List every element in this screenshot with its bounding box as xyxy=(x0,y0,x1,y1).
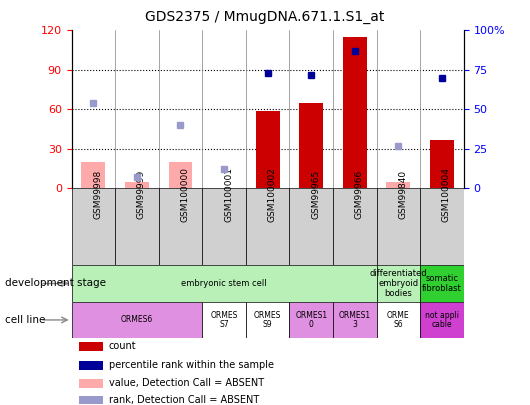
Bar xyxy=(169,162,192,188)
Bar xyxy=(377,302,420,338)
Bar xyxy=(72,302,202,338)
Text: GSM99998: GSM99998 xyxy=(93,170,102,219)
Text: GSM100001: GSM100001 xyxy=(224,167,233,222)
Text: differentiated
embryoid
bodies: differentiated embryoid bodies xyxy=(369,269,427,298)
Bar xyxy=(289,302,333,338)
Text: cell line: cell line xyxy=(5,315,46,325)
Text: ORMES
S9: ORMES S9 xyxy=(254,311,281,329)
Text: percentile rank within the sample: percentile rank within the sample xyxy=(109,360,274,370)
Bar xyxy=(333,188,377,265)
Bar xyxy=(202,302,246,338)
Text: ORMES6: ORMES6 xyxy=(121,315,153,324)
Bar xyxy=(202,188,246,265)
Text: ORMES1
0: ORMES1 0 xyxy=(295,311,328,329)
Bar xyxy=(377,188,420,265)
Bar xyxy=(255,111,280,188)
Bar xyxy=(333,302,377,338)
Bar xyxy=(343,37,367,188)
Bar xyxy=(82,162,105,188)
Bar xyxy=(420,302,464,338)
Bar xyxy=(115,188,158,265)
Bar xyxy=(80,379,103,388)
Bar xyxy=(386,182,410,188)
Text: not appli
cable: not appli cable xyxy=(425,311,459,329)
Bar xyxy=(299,103,323,188)
Text: GSM99965: GSM99965 xyxy=(311,170,320,219)
Bar xyxy=(420,188,464,265)
Bar xyxy=(246,302,289,338)
Bar xyxy=(80,396,103,404)
Bar xyxy=(420,265,464,302)
Text: GSM99840: GSM99840 xyxy=(399,170,408,219)
Text: somatic
fibroblast: somatic fibroblast xyxy=(422,274,462,293)
Text: GSM99999: GSM99999 xyxy=(137,170,146,219)
Text: ORMES1
3: ORMES1 3 xyxy=(339,311,371,329)
Bar xyxy=(377,265,420,302)
Bar xyxy=(246,188,289,265)
Text: rank, Detection Call = ABSENT: rank, Detection Call = ABSENT xyxy=(109,394,259,405)
Text: GDS2375 / MmugDNA.671.1.S1_at: GDS2375 / MmugDNA.671.1.S1_at xyxy=(145,10,385,24)
Bar xyxy=(289,188,333,265)
Bar xyxy=(72,265,377,302)
Text: value, Detection Call = ABSENT: value, Detection Call = ABSENT xyxy=(109,378,264,388)
Bar xyxy=(80,361,103,370)
Text: embryonic stem cell: embryonic stem cell xyxy=(181,279,267,288)
Bar xyxy=(72,188,115,265)
Text: GSM100000: GSM100000 xyxy=(181,167,190,222)
Text: ORMES
S7: ORMES S7 xyxy=(210,311,238,329)
Text: count: count xyxy=(109,341,136,351)
Bar xyxy=(125,182,149,188)
Text: ORME
S6: ORME S6 xyxy=(387,311,410,329)
Text: GSM99966: GSM99966 xyxy=(355,170,364,219)
Bar xyxy=(158,188,202,265)
Bar xyxy=(430,140,454,188)
Text: GSM100004: GSM100004 xyxy=(442,167,451,222)
Text: development stage: development stage xyxy=(5,279,107,288)
Bar xyxy=(80,342,103,351)
Text: GSM100002: GSM100002 xyxy=(268,167,277,222)
